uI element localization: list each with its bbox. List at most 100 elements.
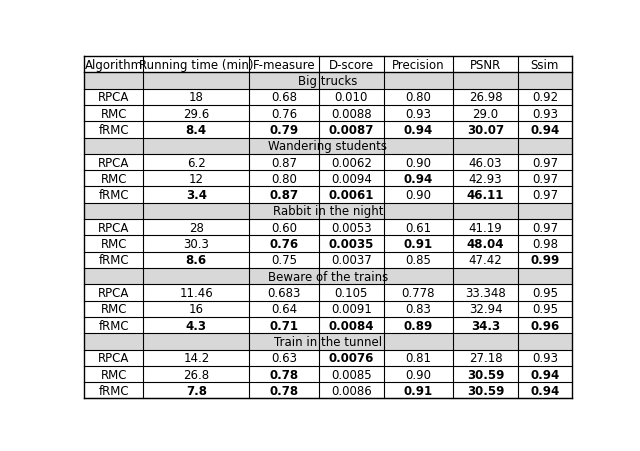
Text: 0.90: 0.90 [405, 189, 431, 202]
Text: RMC: RMC [100, 368, 127, 381]
Text: 0.96: 0.96 [531, 319, 559, 332]
Text: 3.4: 3.4 [186, 189, 207, 202]
Text: Beware of the trains: Beware of the trains [268, 270, 388, 283]
Text: 0.0037: 0.0037 [331, 254, 372, 267]
Text: 0.87: 0.87 [271, 156, 297, 169]
Bar [84, 73, 572, 89]
Text: 0.87: 0.87 [269, 189, 299, 202]
Text: 12: 12 [189, 172, 204, 185]
Text: 0.78: 0.78 [269, 368, 299, 381]
Text: 0.81: 0.81 [405, 351, 431, 364]
Text: 0.76: 0.76 [269, 238, 299, 250]
Text: 0.80: 0.80 [406, 91, 431, 104]
Text: 26.98: 26.98 [468, 91, 502, 104]
Text: 0.105: 0.105 [335, 286, 368, 299]
Text: 0.97: 0.97 [532, 189, 558, 202]
Text: 32.94: 32.94 [468, 303, 502, 316]
Text: 0.0094: 0.0094 [331, 172, 372, 185]
Text: 0.85: 0.85 [406, 254, 431, 267]
Text: 29.0: 29.0 [472, 107, 499, 120]
Text: 0.97: 0.97 [532, 172, 558, 185]
Text: RPCA: RPCA [98, 91, 129, 104]
Text: 0.93: 0.93 [532, 107, 558, 120]
Text: Train in the tunnel: Train in the tunnel [274, 335, 382, 348]
Text: 0.80: 0.80 [271, 172, 297, 185]
Text: 0.94: 0.94 [404, 124, 433, 137]
Text: 0.68: 0.68 [271, 91, 297, 104]
Text: 0.97: 0.97 [532, 221, 558, 234]
Text: 0.60: 0.60 [271, 221, 297, 234]
Text: 29.6: 29.6 [183, 107, 209, 120]
Text: 27.18: 27.18 [468, 351, 502, 364]
Text: 0.95: 0.95 [532, 286, 558, 299]
Text: 0.78: 0.78 [269, 384, 299, 397]
Text: D-score: D-score [329, 59, 374, 72]
Text: 8.4: 8.4 [186, 124, 207, 137]
Text: 30.3: 30.3 [184, 238, 209, 250]
Text: 0.71: 0.71 [269, 319, 299, 332]
Text: 0.0085: 0.0085 [331, 368, 372, 381]
Text: 30.07: 30.07 [467, 124, 504, 137]
Text: fRMC: fRMC [99, 254, 129, 267]
Text: Running time (min): Running time (min) [139, 59, 253, 72]
Text: 0.94: 0.94 [404, 172, 433, 185]
Text: RMC: RMC [100, 172, 127, 185]
Text: RMC: RMC [100, 238, 127, 250]
Text: 48.04: 48.04 [467, 238, 504, 250]
Text: 0.93: 0.93 [532, 351, 558, 364]
Bar [84, 203, 572, 220]
Text: RPCA: RPCA [98, 286, 129, 299]
Text: 0.90: 0.90 [405, 156, 431, 169]
Text: 30.59: 30.59 [467, 368, 504, 381]
Text: F-measure: F-measure [253, 59, 316, 72]
Text: 0.93: 0.93 [405, 107, 431, 120]
Text: 46.03: 46.03 [468, 156, 502, 169]
Text: RMC: RMC [100, 303, 127, 316]
Text: 0.0091: 0.0091 [331, 303, 372, 316]
Text: Wandering students: Wandering students [269, 140, 387, 153]
Text: 0.0086: 0.0086 [331, 384, 372, 397]
Text: 0.98: 0.98 [532, 238, 558, 250]
Text: 0.0053: 0.0053 [331, 221, 372, 234]
Text: 0.94: 0.94 [531, 368, 559, 381]
Text: 0.0035: 0.0035 [328, 238, 374, 250]
Text: 11.46: 11.46 [179, 286, 213, 299]
Text: 0.90: 0.90 [405, 368, 431, 381]
Text: 34.3: 34.3 [471, 319, 500, 332]
Text: 16: 16 [189, 303, 204, 316]
Text: Algorithm: Algorithm [84, 59, 143, 72]
Text: 14.2: 14.2 [183, 351, 209, 364]
Text: 0.99: 0.99 [531, 254, 559, 267]
Text: fRMC: fRMC [99, 319, 129, 332]
Text: 0.83: 0.83 [406, 303, 431, 316]
Text: PSNR: PSNR [470, 59, 501, 72]
Text: 0.94: 0.94 [531, 124, 559, 137]
Text: 0.0084: 0.0084 [328, 319, 374, 332]
Text: 0.79: 0.79 [269, 124, 299, 137]
Text: 46.11: 46.11 [467, 189, 504, 202]
Text: 0.76: 0.76 [271, 107, 297, 120]
Text: 33.348: 33.348 [465, 286, 506, 299]
Text: Precision: Precision [392, 59, 445, 72]
Text: 0.92: 0.92 [532, 91, 558, 104]
Text: 30.59: 30.59 [467, 384, 504, 397]
Text: 0.0088: 0.0088 [331, 107, 372, 120]
Text: 0.010: 0.010 [335, 91, 368, 104]
Text: 41.19: 41.19 [468, 221, 502, 234]
Text: 0.91: 0.91 [404, 384, 433, 397]
Text: Ssim: Ssim [531, 59, 559, 72]
Text: RPCA: RPCA [98, 156, 129, 169]
Text: 0.64: 0.64 [271, 303, 297, 316]
Text: 0.89: 0.89 [404, 319, 433, 332]
Text: fRMC: fRMC [99, 189, 129, 202]
Bar [84, 138, 572, 155]
Text: 0.683: 0.683 [268, 286, 301, 299]
Text: 0.75: 0.75 [271, 254, 297, 267]
Text: 0.94: 0.94 [531, 384, 559, 397]
Text: 7.8: 7.8 [186, 384, 207, 397]
Text: 42.93: 42.93 [468, 172, 502, 185]
Text: fRMC: fRMC [99, 384, 129, 397]
Text: 0.778: 0.778 [402, 286, 435, 299]
Text: RPCA: RPCA [98, 351, 129, 364]
Bar [84, 268, 572, 285]
